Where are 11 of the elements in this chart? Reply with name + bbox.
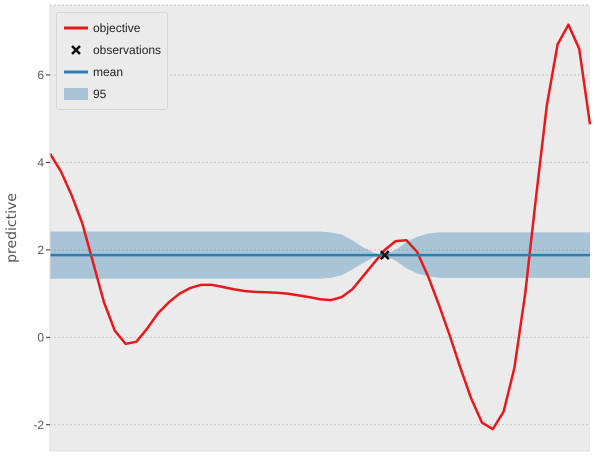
legend-label: objective (93, 21, 140, 35)
y-tick-label: 6 (37, 68, 44, 82)
y-tick-label: 2 (37, 243, 44, 258)
legend-label: observations (93, 43, 162, 57)
line-series (48, 23, 592, 430)
legend-label: mean (93, 65, 124, 79)
y-tick-label: -2 (33, 418, 44, 432)
annotation: 95 (93, 87, 106, 101)
y-tick-label: 0 (37, 330, 44, 345)
y-axis-title: predictive (4, 193, 20, 263)
y-tick-label: 4 (37, 156, 44, 170)
